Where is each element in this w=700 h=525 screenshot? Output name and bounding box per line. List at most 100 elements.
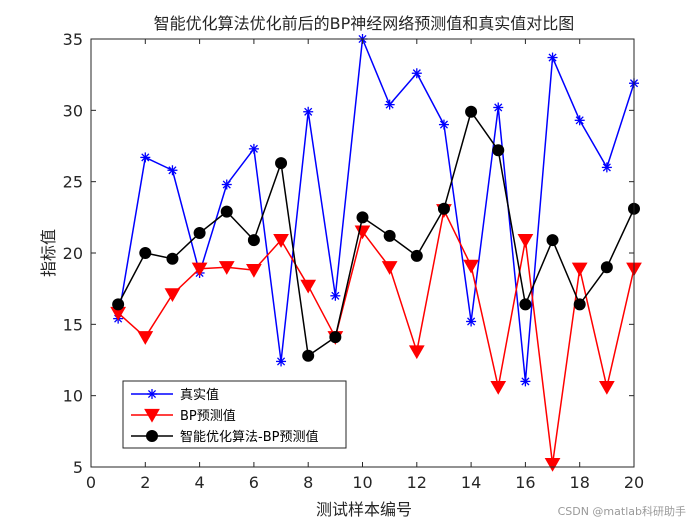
legend-label: 真实值: [180, 387, 219, 403]
data-point: [492, 144, 505, 157]
y-tick-label: 30: [63, 101, 83, 120]
marker-stroke: [147, 389, 157, 399]
x-tick-label: 14: [461, 473, 481, 492]
data-point: [408, 345, 425, 360]
data-point: [166, 252, 179, 265]
data-point: [438, 119, 449, 130]
marker-stroke: [602, 163, 611, 172]
legend-item-1: 真实值: [131, 387, 219, 403]
x-tick-label: 10: [352, 473, 372, 492]
data-point: [329, 331, 342, 344]
x-tick-label: 2: [140, 473, 150, 492]
data-point: [466, 316, 477, 327]
data-point: [547, 52, 558, 63]
data-point: [218, 261, 235, 275]
axes-layer: 0 2 4 6 8 10 12 14 16 18 20 5 10 15 20 25 30 35: [63, 30, 645, 492]
legend-item-3: 智能优化算法-BP预测值: [131, 429, 318, 445]
data-point: [137, 331, 154, 345]
series-line: [117, 209, 635, 465]
data-point: [220, 205, 233, 218]
x-axis-title: 测试样本编号: [316, 500, 412, 519]
data-point: [493, 102, 504, 113]
y-tick-label: 5: [73, 458, 83, 477]
y-tick-label: 15: [63, 315, 83, 334]
marker-stroke: [575, 116, 584, 125]
data-point: [384, 99, 395, 110]
series-3: [112, 105, 640, 362]
data-point: [517, 234, 534, 248]
marker-stroke: [467, 317, 476, 326]
data-point: [146, 430, 158, 442]
data-point: [273, 234, 289, 248]
marker-stroke: [548, 53, 557, 62]
x-tick-label: 0: [86, 473, 96, 492]
data-point: [598, 381, 615, 395]
data-point: [246, 264, 262, 278]
marker-stroke: [331, 291, 340, 300]
y-tick-label: 35: [63, 30, 83, 49]
data-point: [140, 152, 151, 163]
data-point: [139, 247, 152, 259]
data-point: [164, 288, 181, 303]
data-point: [600, 261, 613, 274]
series-line: [117, 38, 635, 383]
data-point: [520, 376, 531, 387]
y-axis-title: 指标值: [39, 229, 58, 277]
chart-title: 智能优化算法优化前后的BP神经网络预测值和真实值对比图: [154, 14, 575, 33]
x-tick-label: 20: [624, 473, 644, 492]
legend-label: BP预测值: [180, 408, 236, 424]
data-point: [463, 259, 479, 274]
data-point: [221, 179, 232, 190]
y-tick-label: 10: [63, 387, 83, 406]
data-point: [546, 234, 559, 247]
marker-stroke: [304, 107, 313, 116]
marker-stroke: [385, 100, 394, 109]
legend-item-2: BP预测值: [131, 408, 236, 424]
marker-stroke: [168, 166, 177, 175]
data-point: [193, 227, 206, 240]
data-point: [276, 356, 287, 367]
data-point: [147, 389, 157, 399]
y-tick-label: 25: [63, 173, 83, 192]
legend-label: 智能优化算法-BP预测值: [180, 429, 318, 445]
x-tick-label: 6: [249, 473, 259, 492]
data-point: [490, 381, 507, 395]
marker-stroke: [276, 357, 286, 366]
data-point: [381, 261, 398, 275]
data-point: [383, 229, 396, 242]
data-point: [191, 262, 208, 277]
data-point: [571, 262, 588, 277]
watermark: CSDN @matlab科研助手: [557, 505, 686, 518]
data-point: [574, 115, 585, 126]
data-point: [437, 202, 450, 215]
x-tick-label: 8: [303, 473, 313, 492]
data-point: [465, 105, 478, 118]
data-point: [248, 143, 259, 154]
x-tick-label: 12: [407, 473, 427, 492]
data-point: [410, 249, 423, 262]
marker-stroke: [439, 120, 449, 129]
data-point: [247, 234, 260, 247]
data-point: [303, 106, 314, 117]
marker-stroke: [222, 180, 231, 189]
data-point: [302, 349, 315, 362]
data-point: [330, 290, 341, 301]
data-point: [356, 211, 369, 224]
x-tick-label: 18: [570, 473, 590, 492]
x-tick-label: 4: [195, 473, 205, 492]
y-tick-label: 20: [63, 244, 83, 263]
x-tick-label: 16: [515, 473, 535, 492]
marker-stroke: [249, 144, 258, 153]
data-point: [167, 165, 178, 176]
marker-stroke: [141, 153, 150, 162]
data-point: [544, 458, 561, 472]
marker-stroke: [494, 103, 503, 112]
marker-stroke: [521, 377, 530, 386]
data-point: [519, 298, 532, 311]
marker-stroke: [412, 69, 421, 78]
data-point: [601, 162, 612, 173]
data-point: [411, 68, 422, 79]
data-point: [275, 157, 288, 170]
